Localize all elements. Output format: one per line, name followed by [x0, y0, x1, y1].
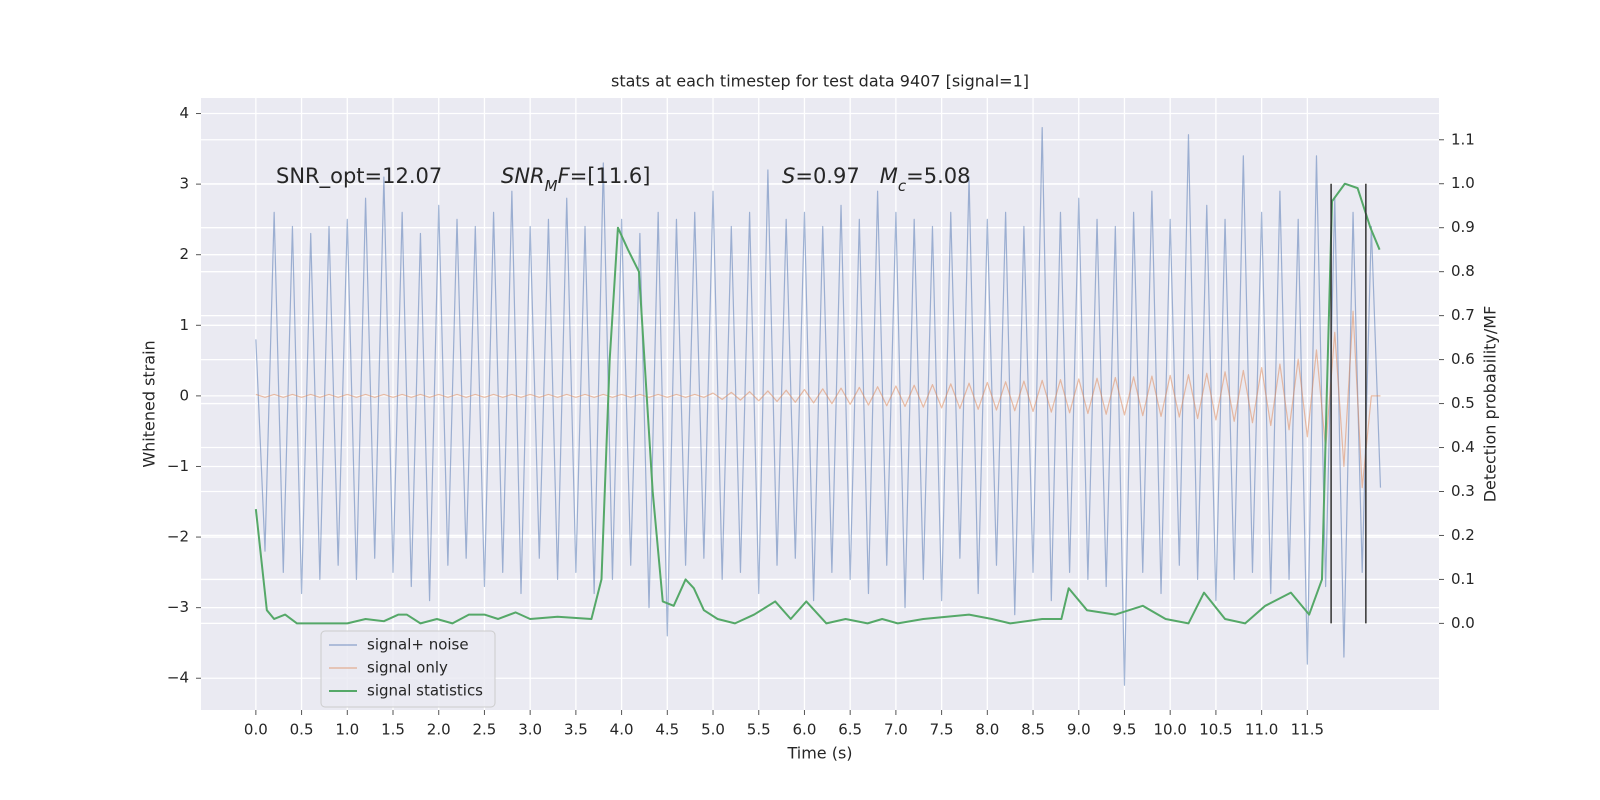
y2-tick-label: 0.1 — [1451, 570, 1475, 588]
y-tick-label: 2 — [179, 245, 189, 263]
series-line — [255, 127, 1382, 686]
annotation-text: =[11.6] — [570, 164, 651, 188]
x-tick-label: 8.0 — [975, 721, 999, 739]
y-tick-label: 3 — [179, 175, 189, 193]
y2-tick-label: 0.7 — [1451, 306, 1475, 324]
annotation-text: F — [558, 164, 571, 188]
x-tick-label: 2.0 — [427, 721, 451, 739]
y2-tick-label: 0.6 — [1451, 350, 1475, 368]
y2-tick-label: 0.3 — [1451, 482, 1475, 500]
x-tick-label: 0.5 — [290, 721, 314, 739]
legend-label: signal statistics — [367, 682, 483, 700]
x-tick-label: 4.5 — [655, 721, 679, 739]
x-tick-label: 8.5 — [1021, 721, 1045, 739]
x-tick-label: 1.5 — [381, 721, 405, 739]
y-tick-label: 4 — [179, 104, 189, 122]
legend: signal+ noise signal only signal statistic… — [320, 630, 496, 708]
y-tick-label: 0 — [179, 386, 189, 404]
y2-tick-label: 1.0 — [1451, 174, 1475, 192]
x-tick-label: 11.5 — [1291, 721, 1324, 739]
series-line — [254, 182, 1381, 625]
annotation-text: =5.08 — [906, 164, 970, 188]
x-tick-label: 3.5 — [564, 721, 588, 739]
x-tick-label: 10.0 — [1153, 721, 1186, 739]
y2-tick-label: 0.8 — [1451, 262, 1475, 280]
x-tick-label: 9.0 — [1067, 721, 1091, 739]
y2-tick-label: 0.2 — [1451, 526, 1475, 544]
annotation-text: =0.97 — [795, 164, 879, 188]
y-tick-label: −2 — [167, 528, 189, 546]
y-tick-label: −1 — [167, 457, 189, 475]
x-tick-label: 6.5 — [838, 721, 862, 739]
legend-label: signal+ noise — [367, 636, 469, 654]
series-line — [255, 310, 1381, 489]
x-tick-label: 2.5 — [473, 721, 497, 739]
y-tick-label: −4 — [167, 669, 189, 687]
plot-area: 0.0 0.5 1.0 1.5 2.0 2.5 3.0 3.5 4.0 4.5 5.0 5.5 6.0 6… — [167, 98, 1475, 739]
y2-axis-label: Detection probability/MF — [1481, 306, 1500, 503]
x-tick-label: 9.5 — [1113, 721, 1137, 739]
y2-tick-label: 0.9 — [1451, 218, 1475, 236]
annotation: SNR_opt=12.07 — [276, 164, 442, 189]
annotation-text: M — [880, 164, 898, 188]
x-tick-label: 7.5 — [930, 721, 954, 739]
chart-title: stats at each timestep for test data 940… — [611, 72, 1029, 91]
annotation-text: S — [782, 164, 795, 188]
x-tick-label: 6.0 — [793, 721, 817, 739]
y2-tick-label: 0.0 — [1451, 614, 1475, 632]
x-tick-label: 7.0 — [884, 721, 908, 739]
annotations: SNR_opt=12.07 SNRMF=[11.6] S=0.97 Mc=5.0… — [276, 164, 970, 195]
y-tick-label: 1 — [179, 316, 189, 334]
x-tick-label: 10.5 — [1199, 721, 1232, 739]
x-tick-label: 11.0 — [1245, 721, 1278, 739]
annotation-text: SNR — [501, 164, 545, 188]
x-tick-label: 5.5 — [747, 721, 771, 739]
annotation-subscript: M — [545, 177, 558, 195]
y2-tick-label: 0.5 — [1451, 394, 1475, 412]
annotation-subscript: c — [898, 177, 907, 195]
x-axis-label: Time (s) — [786, 744, 852, 763]
y-tick-label: −3 — [167, 598, 189, 616]
x-tick-label: 1.0 — [335, 721, 359, 739]
x-tick-label: 5.0 — [701, 721, 725, 739]
annotation-text: SNR_opt=12.07 — [276, 164, 442, 189]
legend-label: signal only — [367, 659, 448, 677]
annotation: SNRMF=[11.6] — [501, 164, 650, 195]
y2-tick-label: 1.1 — [1451, 130, 1475, 148]
y-axis-label: Whitened strain — [140, 340, 159, 467]
x-tick-label: 3.0 — [518, 721, 542, 739]
x-tick-label: 0.0 — [244, 721, 268, 739]
legend-box — [320, 630, 496, 708]
x-tick-label: 4.0 — [610, 721, 634, 739]
annotation: S=0.97 Mc=5.08 — [782, 164, 970, 195]
y2-tick-label: 0.4 — [1451, 438, 1475, 456]
